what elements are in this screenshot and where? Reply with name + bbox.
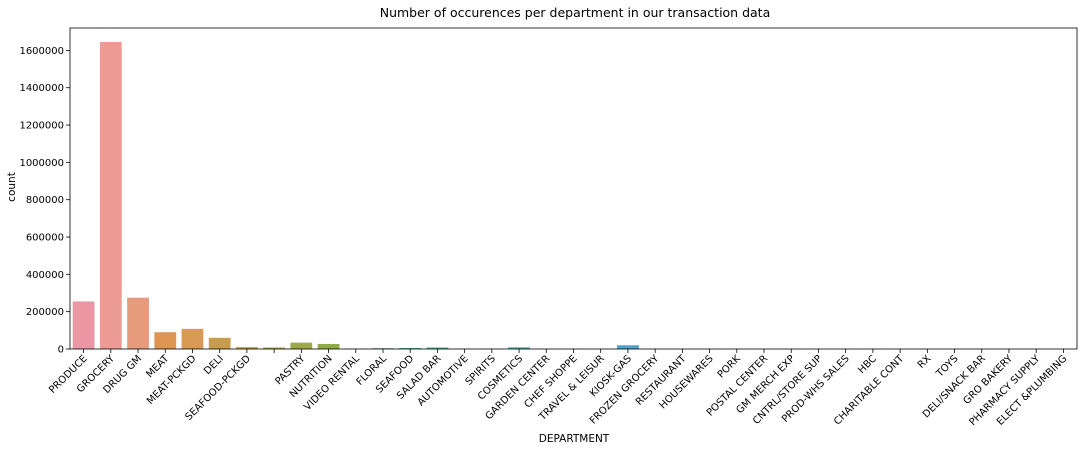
bar-1 (99, 42, 122, 349)
y-tick-label-3: 600000 (26, 233, 64, 244)
bar-16 (508, 347, 530, 349)
bar-5 (208, 337, 231, 349)
plot-area: 0 200000 400000 600000 800000 1000000 1200000 1… (19, 27, 1078, 428)
y-tick-label-0: 0 (58, 345, 64, 356)
bar-9 (317, 343, 340, 349)
y-tick-label-8: 1600000 (19, 46, 64, 57)
y-tick-label-2: 400000 (26, 270, 64, 281)
chart-title: Number of occurences per department in o… (380, 5, 771, 20)
bar-20 (617, 345, 639, 349)
y-tick-label-4: 800000 (26, 195, 64, 206)
x-tick-label-4: MEAT-PCKGD (145, 353, 199, 407)
y-tick-label-6: 1200000 (19, 121, 64, 132)
bar-3 (154, 332, 177, 349)
y-tick-label-5: 1000000 (19, 158, 64, 169)
bar-2 (127, 297, 149, 349)
bar-12 (399, 348, 422, 349)
bar-0 (72, 301, 95, 349)
x-tick-label-5: DELI (202, 353, 226, 377)
x-tick-label-29: HBC (856, 353, 879, 376)
x-axis-label: DEPARTMENT (539, 433, 610, 445)
plot-frame (69, 27, 1078, 350)
bar-6 (236, 347, 258, 349)
bar-13 (426, 347, 449, 349)
x-tick-label-31: RX (916, 353, 934, 371)
bar-4 (181, 328, 204, 349)
bar-8 (290, 342, 313, 349)
y-tick-label-1: 200000 (26, 307, 64, 318)
y-tick-label-7: 1400000 (19, 83, 64, 94)
x-tick-label-14: AUTOMOTIVE (416, 353, 471, 408)
y-axis-label: count (6, 172, 18, 202)
bar-7 (263, 347, 286, 349)
